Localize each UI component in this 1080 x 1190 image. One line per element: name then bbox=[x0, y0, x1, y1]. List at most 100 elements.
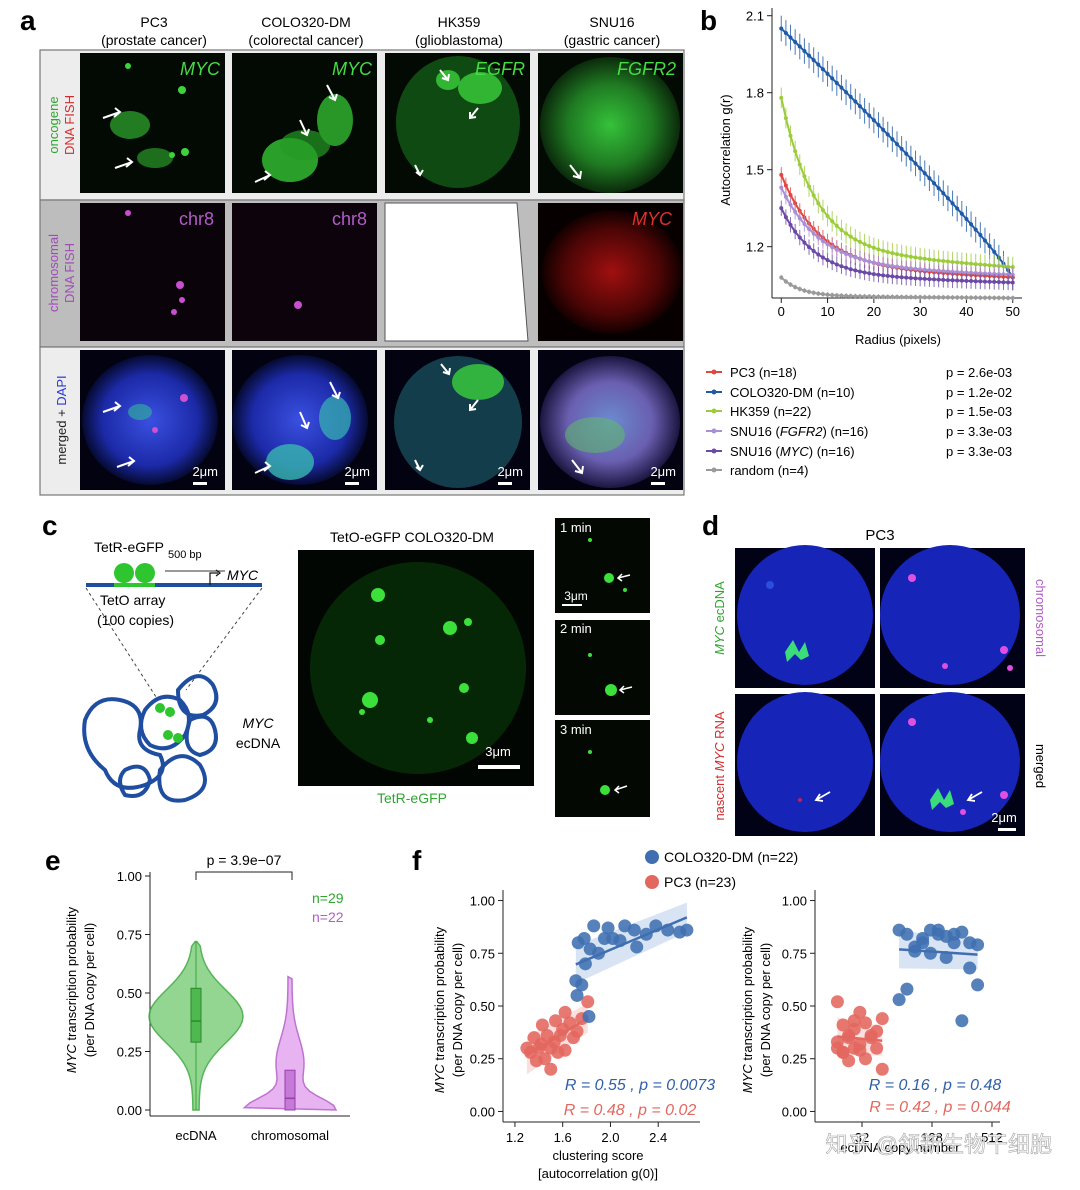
legend-hk359: HK359 (n=22) p = 1.5e-03 bbox=[706, 404, 1012, 419]
data-point bbox=[875, 1012, 889, 1026]
panel-d-left-bottom: nascent MYC RNA bbox=[712, 711, 727, 820]
time-label-1: 1 min bbox=[560, 520, 592, 535]
data-point bbox=[627, 923, 641, 937]
y-tick-label: 0.00 bbox=[470, 1104, 495, 1119]
x-tick-label: 0 bbox=[778, 304, 785, 319]
y-tick-label: 0.25 bbox=[470, 1052, 495, 1067]
col-sub-colo: (colorectal cancer) bbox=[248, 32, 363, 48]
panel-a-column-headers: PC3 (prostate cancer) COLO320-DM (colore… bbox=[101, 14, 660, 48]
panel-d-left-top: MYC ecDNA bbox=[712, 581, 727, 655]
data-point bbox=[853, 1043, 867, 1057]
panel-f-left-xlabel-2: [autocorrelation g(0)] bbox=[538, 1166, 658, 1181]
panel-f-right-xlabel-1: ecDNA copy number bbox=[840, 1140, 960, 1155]
scale-label-3: 2μm bbox=[497, 464, 523, 479]
panel-f-right-ylabel-2: (per DNA copy per cell) bbox=[758, 943, 773, 1077]
legend-colo: COLO320-DM (n=10) p = 1.2e-02 bbox=[706, 385, 1012, 400]
panel-f-right-ylabel-1: MYC transcription probability bbox=[740, 926, 755, 1093]
data-point bbox=[836, 1018, 850, 1032]
y-tick-label: 0.00 bbox=[117, 1103, 142, 1118]
legend-random: random (n=4) bbox=[706, 463, 808, 478]
x-tick-label: 2.4 bbox=[649, 1130, 667, 1145]
data-point bbox=[947, 927, 961, 941]
series-snu16 bbox=[779, 179, 1015, 283]
y-tick-label: 0.25 bbox=[782, 1052, 807, 1067]
row2-label-line1: chromosomal bbox=[46, 234, 61, 312]
data-point bbox=[955, 1014, 969, 1028]
data-point bbox=[558, 1043, 572, 1057]
svg-text:random (n=4): random (n=4) bbox=[730, 463, 808, 478]
x-tick-label: 20 bbox=[867, 304, 881, 319]
y-tick-label: 1.2 bbox=[746, 240, 764, 255]
time-label-2: 2 min bbox=[560, 621, 592, 636]
series-line bbox=[780, 207, 1013, 284]
data-point bbox=[549, 1014, 563, 1028]
y-tick-label: 0.25 bbox=[117, 1045, 142, 1060]
svg-text:p = 1.2e-02: p = 1.2e-02 bbox=[946, 385, 1012, 400]
y-tick-label: 0.50 bbox=[117, 986, 142, 1001]
data-point bbox=[630, 940, 644, 954]
panel-e-n1: n=29 bbox=[312, 890, 344, 906]
y-tick-label: 0.50 bbox=[782, 999, 807, 1014]
panel-c-main-scale: 3μm bbox=[485, 744, 511, 759]
legend-snu16-fgfr2: SNU16 (FGFR2) (n=16) p = 3.3e-03 bbox=[706, 424, 1012, 439]
panel-e-ylabel-1: MYC transcription probability bbox=[64, 906, 79, 1073]
panel-b-ylabel: Autocorrelation g(r) bbox=[718, 94, 733, 205]
data-point bbox=[569, 974, 583, 988]
panel-e-n2: n=22 bbox=[312, 909, 344, 925]
panel-e-letter: e bbox=[45, 845, 61, 876]
col-sub-hk359: (glioblastoma) bbox=[415, 32, 503, 48]
data-point bbox=[963, 961, 977, 975]
y-tick-label: 0.75 bbox=[782, 946, 807, 961]
violin-chromosomal bbox=[242, 975, 338, 1111]
tile-snu16-myc bbox=[538, 203, 683, 341]
data-point bbox=[971, 938, 985, 952]
data-point bbox=[900, 982, 914, 996]
data-point bbox=[900, 927, 914, 941]
data-point bbox=[916, 932, 930, 946]
tile-hk359-empty bbox=[384, 202, 529, 342]
panel-d-right-bottom: merged bbox=[1033, 744, 1048, 788]
tile-snu16-merged bbox=[538, 350, 683, 490]
data-point bbox=[858, 1016, 872, 1030]
scale-label-4: 2μm bbox=[650, 464, 676, 479]
panel-c-main-caption: TetR-eGFP bbox=[377, 790, 447, 806]
series-hk359 bbox=[779, 87, 1015, 278]
data-point bbox=[535, 1018, 549, 1032]
myc-gene-label: MYC bbox=[227, 567, 259, 583]
panel-d-images bbox=[735, 545, 1025, 836]
data-point bbox=[939, 950, 953, 964]
panel-f-left-ylabel-2: (per DNA copy per cell) bbox=[450, 943, 465, 1077]
row1-label-line1: oncogene bbox=[46, 96, 61, 153]
panel-f-left-xlabel-1: clustering score bbox=[552, 1148, 643, 1163]
tile-snu16-fgfr2 bbox=[538, 53, 683, 193]
panel-c-schematic: TetR-eGFP 500 bp MYC TetO array (100 cop… bbox=[82, 539, 281, 803]
svg-text:SNU16 (MYC) (n=16): SNU16 (MYC) (n=16) bbox=[730, 444, 855, 459]
scale-label-2: 2μm bbox=[344, 464, 370, 479]
svg-text:SNU16 (FGFR2) (n=16): SNU16 (FGFR2) (n=16) bbox=[730, 424, 868, 439]
panel-f-right-stat-blue: R = 0.16 , p = 0.48 bbox=[869, 1077, 1002, 1094]
row3-label: merged + DAPI bbox=[54, 375, 69, 464]
col-sub-pc3: (prostate cancer) bbox=[101, 32, 207, 48]
data-point bbox=[923, 946, 937, 960]
data-point bbox=[558, 1005, 572, 1019]
ecdna-label: ecDNA bbox=[236, 735, 281, 751]
copies-label: (100 copies) bbox=[97, 612, 174, 628]
fit-line bbox=[837, 1035, 883, 1043]
panel-d-title: PC3 bbox=[865, 527, 894, 544]
data-point bbox=[680, 923, 694, 937]
panel-f-letter: f bbox=[412, 845, 422, 876]
panel-f-right-stat-red: R = 0.42 , p = 0.044 bbox=[869, 1099, 1011, 1116]
x-tick-label: 512 bbox=[981, 1130, 1003, 1145]
ecdna-label-myc: MYC bbox=[242, 715, 274, 731]
col-header-colo: COLO320-DM bbox=[261, 14, 350, 30]
series-colo320-dm bbox=[779, 15, 1015, 291]
bp-label: 500 bp bbox=[168, 549, 202, 561]
tile-pc3-chr8-label: chr8 bbox=[179, 209, 214, 229]
watermark: 知乎 @领新生物干细胞 bbox=[826, 1132, 1052, 1157]
panel-a-scale-bars: 2μm 2μm 2μm 2μm bbox=[192, 464, 676, 485]
x-tick-label: 40 bbox=[959, 304, 973, 319]
panel-b-xlabel: Radius (pixels) bbox=[855, 332, 941, 347]
x-tick-label: 1.2 bbox=[506, 1130, 524, 1145]
data-point bbox=[971, 978, 985, 992]
